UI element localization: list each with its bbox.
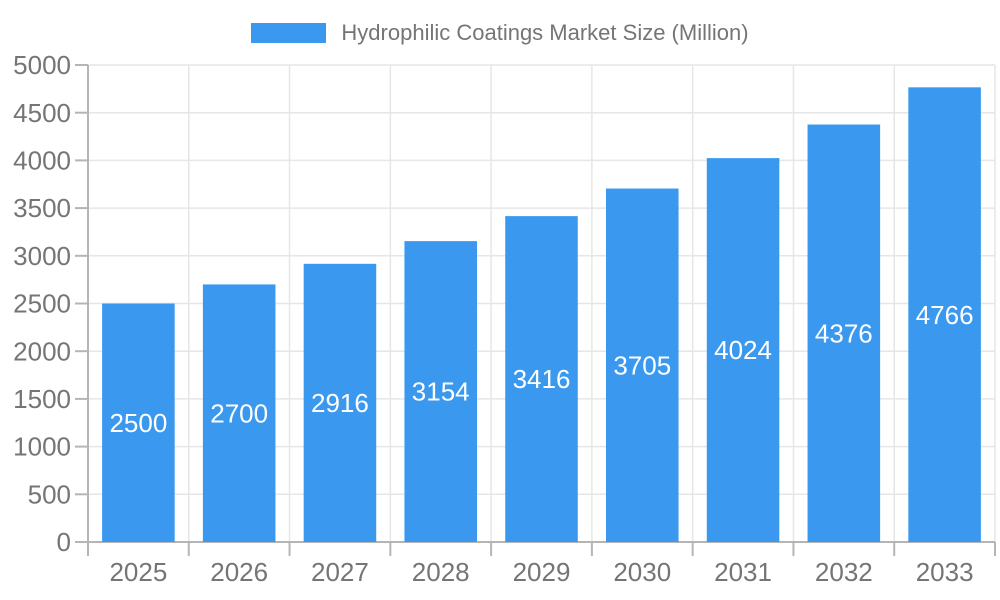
bar-value-label-2033: 4766 — [916, 300, 974, 330]
x-axis-tick-label-2025: 2025 — [109, 557, 167, 587]
bar-value-label-2031: 4024 — [714, 335, 772, 365]
x-axis-tick-label-2026: 2026 — [210, 557, 268, 587]
bar-value-label-2027: 2916 — [311, 388, 369, 418]
bar-2025[interactable] — [102, 303, 175, 543]
y-axis-tick-label: 4500 — [13, 98, 71, 128]
bar-value-label-2026: 2700 — [210, 398, 268, 428]
bar-2029[interactable] — [505, 216, 578, 543]
y-axis-tick-label: 2500 — [13, 289, 71, 319]
bar-2027[interactable] — [303, 263, 377, 542]
bar-2033[interactable] — [908, 87, 981, 542]
bar-value-label-2025: 2500 — [109, 408, 167, 438]
bar-2030[interactable] — [605, 188, 679, 542]
x-axis-tick-label-2032: 2032 — [815, 557, 873, 587]
bar-2028[interactable] — [404, 241, 478, 542]
x-axis-tick-label-2030: 2030 — [613, 557, 671, 587]
x-axis-tick-label-2033: 2033 — [916, 557, 974, 587]
x-axis-tick-label-2028: 2028 — [412, 557, 470, 587]
bar-value-label-2028: 3154 — [412, 377, 470, 407]
legend-series-label: Hydrophilic Coatings Market Size (Millio… — [341, 20, 749, 45]
chart-legend[interactable]: Hydrophilic Coatings Market Size (Millio… — [0, 20, 1000, 46]
x-axis-tick-label-2031: 2031 — [714, 557, 772, 587]
y-axis-tick-label: 500 — [28, 479, 71, 509]
x-axis-tick-label-2029: 2029 — [513, 557, 571, 587]
y-axis-tick-label: 4000 — [13, 146, 71, 176]
bar-2031[interactable] — [706, 158, 780, 542]
y-axis-tick-label: 3500 — [13, 193, 71, 223]
bar-2032[interactable] — [807, 124, 881, 542]
bar-value-label-2030: 3705 — [613, 350, 671, 380]
y-axis-tick-label: 1500 — [13, 384, 71, 414]
y-axis-tick-label: 3000 — [13, 241, 71, 271]
y-axis-tick-label: 5000 — [13, 50, 71, 80]
y-axis-tick-label: 1000 — [13, 432, 71, 462]
bar-value-label-2029: 3416 — [513, 364, 571, 394]
x-axis-tick-label-2027: 2027 — [311, 557, 369, 587]
y-axis-tick-label: 2000 — [13, 336, 71, 366]
bar-value-label-2032: 4376 — [815, 318, 873, 348]
y-axis-tick-label: 0 — [57, 527, 71, 557]
bar-2026[interactable] — [202, 284, 276, 542]
legend-swatch — [251, 23, 327, 43]
